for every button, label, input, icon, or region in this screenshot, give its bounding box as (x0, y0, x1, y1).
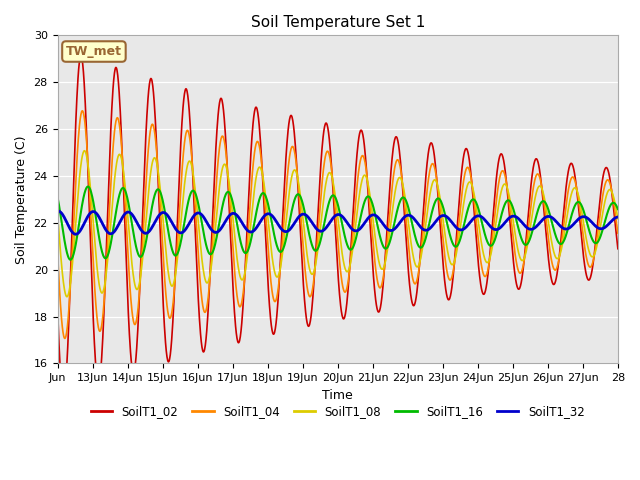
SoilT1_04 (353, 187, 360, 192)
SoilT1_08 (431, 177, 439, 183)
SoilT1_04 (79, 108, 86, 114)
Legend: SoilT1_02, SoilT1_04, SoilT1_08, SoilT1_16, SoilT1_32: SoilT1_02, SoilT1_04, SoilT1_08, SoilT1_… (86, 401, 589, 423)
SoilT1_32 (431, 219, 439, 225)
SoilT1_04 (403, 219, 410, 225)
SoilT1_16 (313, 248, 321, 253)
Text: TW_met: TW_met (66, 45, 122, 58)
SoilT1_04 (431, 167, 439, 173)
SoilT1_08 (313, 256, 321, 262)
SoilT1_16 (68, 255, 76, 261)
SoilT1_08 (54, 211, 61, 216)
SoilT1_32 (72, 231, 79, 237)
SoilT1_04 (54, 249, 61, 255)
X-axis label: Time: Time (323, 389, 353, 402)
SoilT1_16 (278, 248, 285, 254)
Title: Soil Temperature Set 1: Soil Temperature Set 1 (250, 15, 425, 30)
Line: SoilT1_02: SoilT1_02 (58, 56, 618, 396)
SoilT1_02 (77, 53, 84, 59)
SoilT1_02 (403, 240, 410, 246)
SoilT1_02 (353, 155, 360, 161)
Line: SoilT1_08: SoilT1_08 (58, 151, 618, 297)
SoilT1_16 (403, 198, 410, 204)
SoilT1_02 (60, 394, 67, 399)
SoilT1_08 (63, 294, 71, 300)
SoilT1_04 (614, 230, 621, 236)
SoilT1_16 (84, 184, 92, 190)
Y-axis label: Soil Temperature (C): Soil Temperature (C) (15, 135, 28, 264)
SoilT1_16 (54, 194, 61, 200)
Line: SoilT1_32: SoilT1_32 (58, 211, 618, 234)
SoilT1_32 (54, 208, 61, 214)
SoilT1_08 (353, 214, 360, 219)
SoilT1_02 (54, 305, 61, 311)
SoilT1_32 (54, 208, 62, 214)
SoilT1_32 (68, 229, 76, 235)
SoilT1_08 (614, 216, 621, 222)
SoilT1_32 (353, 228, 360, 234)
SoilT1_16 (67, 257, 74, 263)
SoilT1_08 (403, 203, 410, 209)
SoilT1_32 (403, 213, 410, 218)
SoilT1_08 (81, 148, 88, 154)
Line: SoilT1_04: SoilT1_04 (58, 111, 618, 338)
SoilT1_04 (313, 249, 321, 254)
SoilT1_08 (278, 255, 285, 261)
SoilT1_04 (61, 336, 68, 341)
Line: SoilT1_16: SoilT1_16 (58, 187, 618, 260)
SoilT1_04 (278, 246, 285, 252)
SoilT1_16 (614, 206, 621, 212)
SoilT1_02 (68, 224, 76, 229)
SoilT1_04 (68, 251, 76, 256)
SoilT1_02 (614, 246, 621, 252)
SoilT1_32 (313, 226, 321, 232)
SoilT1_02 (278, 229, 285, 235)
SoilT1_32 (278, 227, 285, 232)
SoilT1_02 (431, 159, 439, 165)
SoilT1_32 (614, 214, 621, 220)
SoilT1_16 (431, 199, 439, 205)
SoilT1_02 (313, 235, 321, 241)
SoilT1_16 (353, 232, 360, 238)
SoilT1_08 (68, 264, 76, 270)
